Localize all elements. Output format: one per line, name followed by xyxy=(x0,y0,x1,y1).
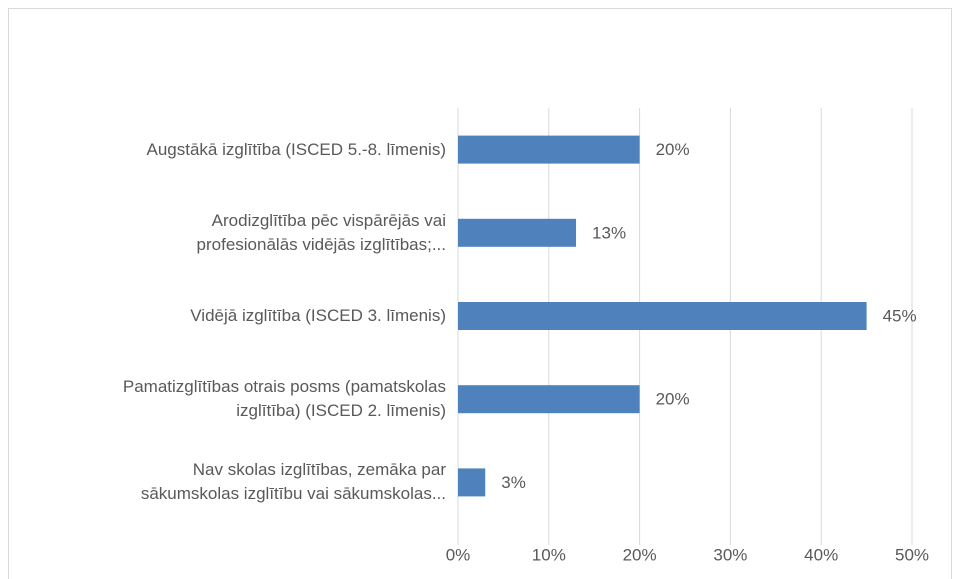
data-label: 45% xyxy=(883,306,917,325)
data-label: 3% xyxy=(501,473,526,492)
bar xyxy=(458,468,486,497)
y-tick-label: Augstākā izglītība (ISCED 5.-8. līmenis) xyxy=(146,139,446,159)
chart-frame xyxy=(8,8,952,579)
x-tick-label: 40% xyxy=(804,545,838,564)
data-label: 20% xyxy=(656,140,690,159)
y-tick-label: Nav skolas izglītības, zemāka par sākums… xyxy=(140,460,446,504)
x-tick-label: 10% xyxy=(532,545,566,564)
bar xyxy=(458,218,577,247)
x-tick-label: 30% xyxy=(713,545,747,564)
y-tick-label: Vidējā izglītība (ISCED 3. līmenis) xyxy=(190,306,446,325)
data-label: 20% xyxy=(656,390,690,409)
bar xyxy=(458,302,867,330)
x-tick-label: 50% xyxy=(895,545,929,564)
bar xyxy=(458,385,640,414)
bar xyxy=(458,135,640,164)
data-label: 13% xyxy=(592,223,626,242)
x-tick-label: 0% xyxy=(446,545,471,564)
y-tick-label: Arodizglītība pēc vispārējās vai profesi… xyxy=(196,210,446,254)
y-tick-label: Pamatizglītības otrais posms (pamatskola… xyxy=(122,377,446,421)
x-tick-label: 20% xyxy=(623,545,657,564)
